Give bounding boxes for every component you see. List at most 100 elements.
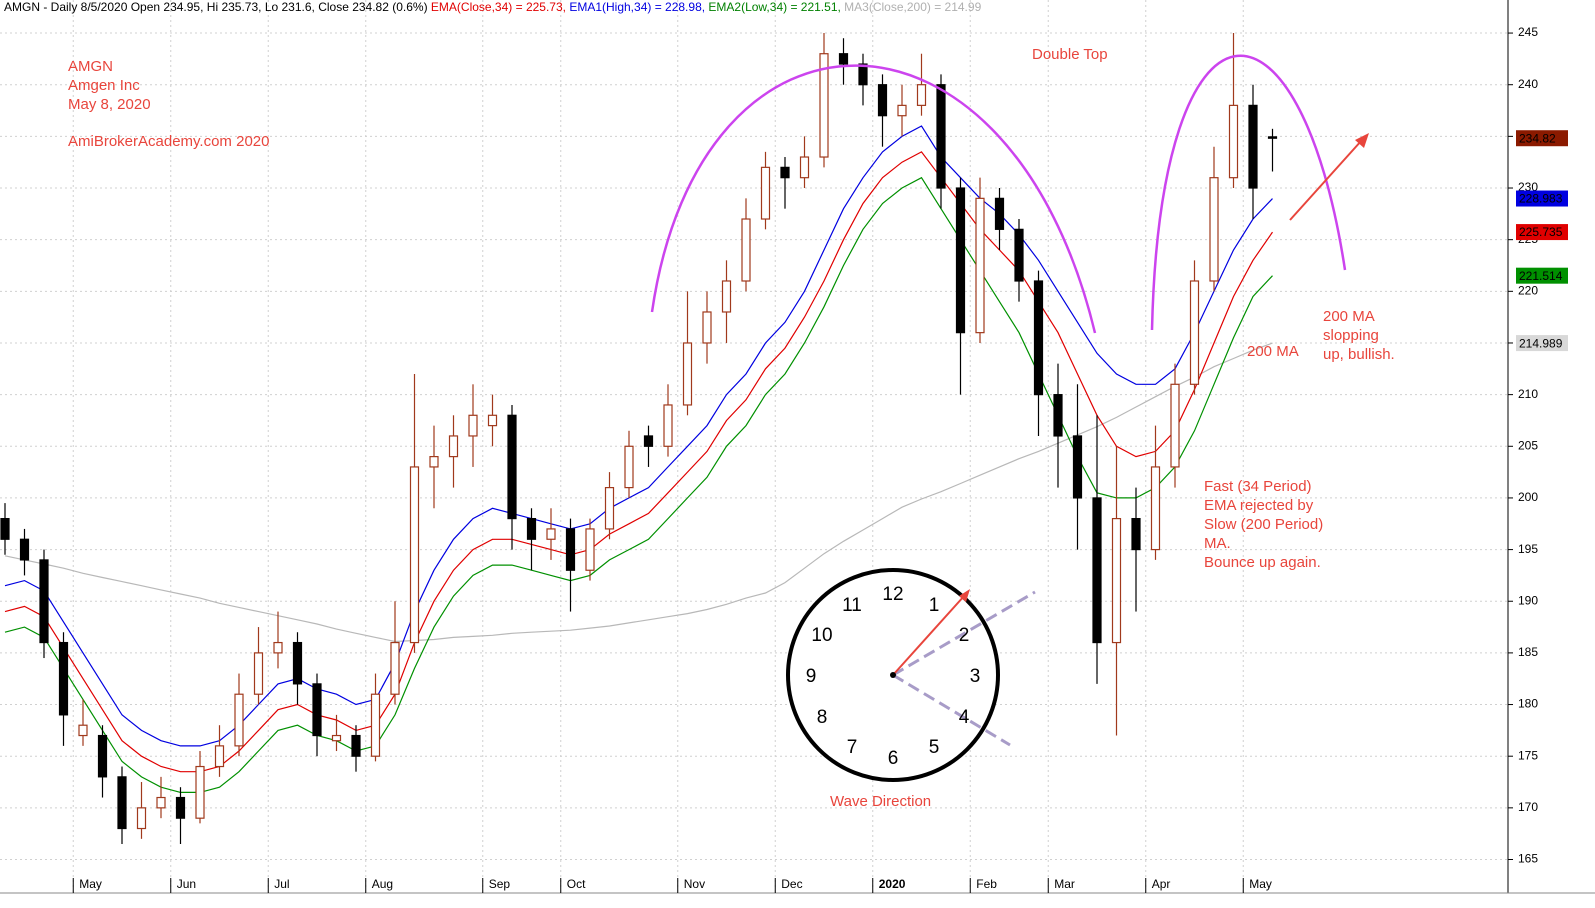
candle-body <box>195 765 205 819</box>
annotations: AMGN Amgen Inc May 8, 2020 AmiBrokerAcademy… <box>68 46 1395 810</box>
candle-body <box>721 280 732 313</box>
candle-body <box>312 683 322 737</box>
annotation: Fast (34 Period) <box>1204 478 1312 495</box>
clock-center <box>890 672 896 678</box>
candle-body <box>487 414 498 427</box>
y-tick-label: 190 <box>1518 593 1538 607</box>
candle-body <box>1053 394 1063 437</box>
y-tick-label: 200 <box>1518 490 1538 504</box>
candle-body <box>624 445 634 489</box>
x-tick-label: Apr <box>1152 877 1171 891</box>
candle-body <box>1267 136 1278 139</box>
candle-body <box>799 156 810 179</box>
clock-numeral: 10 <box>811 625 832 646</box>
candle-body <box>1189 280 1200 385</box>
candle-body <box>546 528 556 540</box>
y-tick-label: 185 <box>1518 645 1538 659</box>
clock-numeral: 1 <box>929 595 940 616</box>
annotation: Double Top <box>1032 46 1108 63</box>
candle-body <box>780 166 790 179</box>
ma-line <box>4 342 1273 643</box>
candle-body <box>1209 177 1219 282</box>
annotation: AMGN <box>68 58 113 75</box>
candle-body <box>448 435 459 458</box>
candle-body <box>858 63 868 86</box>
annotation: MA. <box>1204 535 1231 552</box>
candle-body <box>390 641 400 695</box>
clock-numeral: 7 <box>847 737 858 758</box>
ma-line <box>4 151 1273 773</box>
candle-body <box>175 796 186 819</box>
annotation: 200 MA <box>1247 343 1299 360</box>
candle-body <box>234 693 244 747</box>
candle-body <box>760 166 771 220</box>
candle-body <box>585 528 595 571</box>
candle-body <box>1131 517 1141 551</box>
candle-body <box>604 487 615 530</box>
annotation: May 8, 2020 <box>68 96 151 113</box>
candle-body <box>1228 104 1239 179</box>
candle-body <box>565 528 576 571</box>
candle-body <box>117 776 127 830</box>
double-top-arc <box>650 64 1097 334</box>
trend-arrow <box>1289 139 1363 221</box>
last-value-label: 225.735 <box>1519 225 1563 239</box>
candle-body <box>682 342 693 406</box>
candle-body <box>994 197 1005 230</box>
x-tick-label: Sep <box>489 877 511 891</box>
wave-line <box>892 590 1036 677</box>
candle-body <box>58 641 69 716</box>
candle-body <box>1111 517 1122 644</box>
candle-body <box>273 641 283 654</box>
candle-body <box>468 414 478 437</box>
candle-body <box>136 807 147 830</box>
x-tick-label: Oct <box>567 877 586 891</box>
header-part: EMA1(High,34) = 228.98, <box>569 0 708 14</box>
y-tick-label: 210 <box>1518 387 1538 401</box>
last-value-box <box>1516 190 1568 207</box>
last-value-box <box>1516 267 1568 284</box>
y-tick-label: 195 <box>1518 542 1538 556</box>
double-top-arc <box>1150 54 1347 331</box>
candle-body <box>253 652 264 695</box>
y-tick-label: 205 <box>1518 438 1538 452</box>
annotation: 200 MA <box>1323 308 1375 325</box>
annotation: AmiBrokerAcademy.com 2020 <box>68 133 269 150</box>
candle-body <box>1092 497 1102 644</box>
candle-body <box>39 559 49 644</box>
x-tick-label: Jul <box>274 877 289 891</box>
y-tick-label: 220 <box>1518 283 1538 297</box>
header: AMGN - Daily 8/5/2020 Open 234.95, Hi 23… <box>4 0 982 14</box>
candle-body <box>838 53 849 65</box>
last-value-label: 214.989 <box>1519 336 1563 350</box>
y-tick-label: 245 <box>1518 25 1538 39</box>
clock-numeral: 6 <box>888 748 899 769</box>
y-tick-label: 240 <box>1518 77 1538 91</box>
candle-body <box>975 197 985 334</box>
annotation: Amgen Inc <box>68 77 140 94</box>
clock-numeral: 12 <box>882 584 903 605</box>
x-tick-label: Mar <box>1054 877 1075 891</box>
annotation: Slow (200 Period) <box>1204 516 1323 533</box>
candle-body <box>370 693 381 757</box>
annotation: Bounce up again. <box>1204 554 1321 571</box>
candle-body <box>955 187 966 334</box>
x-tick-label: Jun <box>177 877 196 891</box>
candle-body <box>643 435 654 447</box>
clock-numeral: 9 <box>806 666 817 687</box>
candle-body <box>409 466 420 644</box>
header-part: AMGN - Daily 8/5/2020 Open 234.95, Hi 23… <box>4 0 431 14</box>
clock-numeral: 5 <box>929 737 940 758</box>
candle-body <box>1170 383 1180 468</box>
clock-hand <box>892 594 966 676</box>
candle-body <box>916 84 927 106</box>
candle-body <box>877 84 888 117</box>
y-tick-label: 180 <box>1518 697 1538 711</box>
candle-body <box>507 414 517 520</box>
candle-body <box>1014 228 1024 282</box>
clock-numeral: 3 <box>970 666 981 687</box>
x-tick-label: Aug <box>372 877 393 891</box>
annotation: up, bullish. <box>1323 346 1395 363</box>
header-part: MA3(Close,200) = 214.99 <box>844 0 981 14</box>
